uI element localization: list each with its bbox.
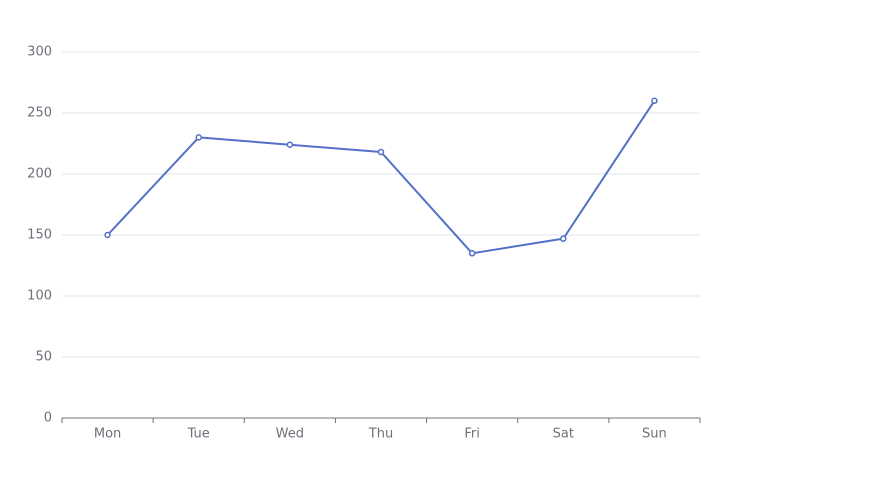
y-tick-label: 300	[27, 45, 52, 60]
point	[468, 250, 476, 257]
point	[104, 231, 111, 239]
y-tick-label: 100	[27, 289, 52, 304]
y-tick-label: 250	[27, 106, 52, 121]
x-tick-label: Sat	[553, 427, 574, 442]
y-tick-label: 0	[44, 411, 52, 426]
point	[195, 134, 202, 141]
x-tick-label: Sun	[642, 427, 667, 442]
y-tick-label: 150	[27, 228, 52, 243]
x-tick-label: Thu	[368, 427, 393, 442]
point	[560, 235, 567, 242]
x-tick-label: Tue	[187, 427, 210, 442]
x-tick-label: Wed	[276, 427, 304, 442]
line	[106, 100, 656, 255]
point	[377, 148, 385, 156]
x-tick-label: Mon	[94, 427, 121, 442]
y-tick-label: 50	[35, 350, 52, 365]
point	[286, 141, 294, 148]
point	[651, 97, 658, 105]
y-tick-label: 200	[27, 167, 52, 182]
x-tick-label: Fri	[464, 427, 480, 442]
